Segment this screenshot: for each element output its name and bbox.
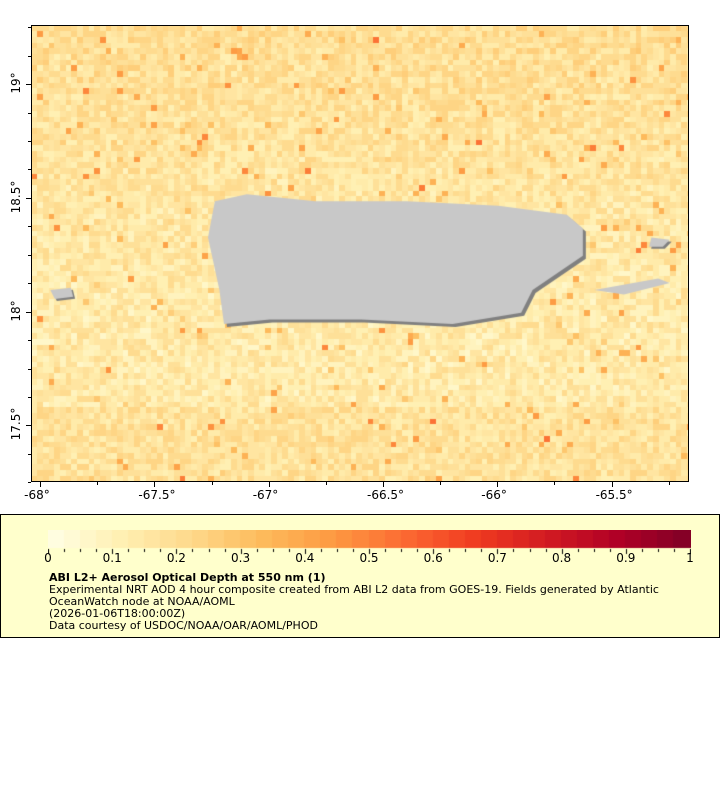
x-minor-tick: [211, 482, 213, 485]
aod-map[interactable]: [31, 25, 689, 482]
y-minor-tick: [28, 368, 31, 370]
y-minor-tick: [28, 340, 31, 342]
aod-field: [32, 26, 688, 481]
y-minor-tick: [28, 169, 31, 171]
y-tick-label: 17.5°: [9, 408, 23, 441]
y-tick-label: 18.5°: [9, 180, 23, 214]
colorbar-label: 0.7: [487, 551, 507, 565]
colorbar-label: 0.9: [616, 551, 636, 565]
colorbar-label: 0.5: [359, 551, 379, 565]
colorbar-label: 0.1: [102, 551, 122, 565]
y-minor-tick: [28, 482, 31, 484]
colorbar-label: 1: [686, 551, 694, 565]
x-minor-tick: [497, 482, 499, 485]
colorbar-label: 0: [44, 551, 52, 565]
y-minor-tick: [28, 55, 31, 57]
y-minor-tick: [28, 112, 31, 114]
x-minor-tick: [154, 482, 156, 485]
x-minor-tick: [325, 482, 327, 485]
legend-title: ABI L2+ Aerosol Optical Depth at 550 nm …: [49, 571, 326, 584]
legend-description-1: Experimental NRT AOD 4 hour composite cr…: [49, 583, 659, 596]
x-minor-tick: [440, 482, 442, 485]
y-minor-tick: [28, 396, 31, 398]
y-minor-tick: [28, 84, 31, 86]
legend-credit: Data courtesy of USDOC/NOAA/OAR/AOML/PHO…: [49, 619, 318, 632]
y-minor-tick: [28, 254, 31, 256]
colorbar-label: 0.3: [231, 551, 251, 565]
y-minor-tick: [28, 197, 31, 199]
y-minor-tick: [28, 453, 31, 455]
y-tick-label: 19°: [9, 72, 23, 94]
y-minor-tick: [28, 425, 31, 427]
x-minor-tick: [383, 482, 384, 485]
x-minor-tick: [40, 482, 42, 485]
y-minor-tick: [28, 311, 31, 313]
x-tick-label: -67.5°: [138, 488, 176, 502]
colorbar-label: 0.6: [423, 551, 443, 565]
colorbar-label: 0.4: [295, 551, 315, 565]
x-tick-label: -65.5°: [595, 488, 633, 502]
y-minor-tick: [28, 226, 31, 228]
x-tick-label: -66°: [481, 488, 507, 502]
x-tick-label: -67°: [252, 488, 279, 502]
colorbar: [48, 530, 691, 566]
legend-panel: 0 0.1 0.2 0.3 0.4 0.5 0.6 0.7 0.8 0.9 1 ABI L2+ Ae…: [0, 514, 720, 638]
x-minor-tick: [554, 482, 556, 485]
legend-time: (2026-01-06T18:00:00Z): [49, 607, 186, 620]
x-tick-label: -68°: [24, 488, 50, 502]
colorbar-label: 0.2: [166, 551, 186, 565]
y-minor-tick: [28, 283, 31, 285]
x-minor-tick: [268, 482, 270, 485]
legend-description-2: OceanWatch node at NOAA/AOML: [49, 595, 235, 608]
x-minor-tick: [668, 482, 670, 485]
x-minor-tick: [97, 482, 99, 485]
y-minor-tick: [28, 27, 31, 29]
x-tick-label: -66.5°: [367, 488, 405, 502]
colorbar-label: 0.8: [552, 551, 572, 565]
y-minor-tick: [28, 141, 31, 143]
x-minor-tick: [611, 482, 613, 485]
y-tick-label: 18°: [9, 300, 23, 322]
